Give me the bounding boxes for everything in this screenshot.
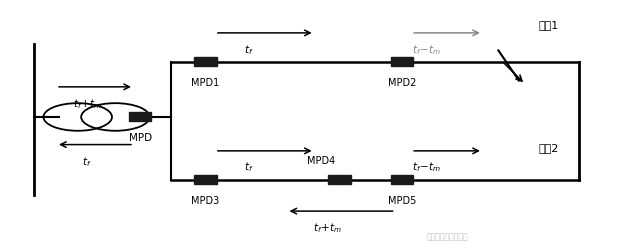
Text: 馈线2: 馈线2 (539, 142, 559, 152)
Text: $t_f$: $t_f$ (244, 43, 254, 57)
Text: MPD3: MPD3 (191, 195, 220, 205)
Text: $t_f\!-\!t_m$: $t_f\!-\!t_m$ (412, 43, 441, 57)
FancyBboxPatch shape (391, 176, 413, 184)
FancyBboxPatch shape (391, 58, 413, 67)
FancyBboxPatch shape (328, 176, 351, 184)
Text: $t_f$: $t_f$ (244, 160, 254, 173)
FancyBboxPatch shape (194, 176, 217, 184)
Text: $t_f$: $t_f$ (82, 154, 92, 168)
FancyBboxPatch shape (129, 113, 151, 122)
FancyBboxPatch shape (194, 58, 217, 67)
Text: MPD1: MPD1 (191, 78, 220, 88)
Text: MPD2: MPD2 (388, 78, 416, 88)
Text: 馈线1: 馈线1 (539, 20, 559, 30)
Text: MPD4: MPD4 (307, 155, 335, 165)
Text: $t_f\!+\!t_m$: $t_f\!+\!t_m$ (73, 97, 102, 110)
Text: $t_f\!-\!t_m$: $t_f\!-\!t_m$ (412, 160, 441, 173)
Text: 分布式发电与微电网: 分布式发电与微电网 (427, 232, 468, 241)
Text: $t_f\!+\!t_m$: $t_f\!+\!t_m$ (313, 221, 341, 234)
Text: MPD: MPD (128, 132, 152, 142)
Text: MPD5: MPD5 (388, 195, 416, 205)
